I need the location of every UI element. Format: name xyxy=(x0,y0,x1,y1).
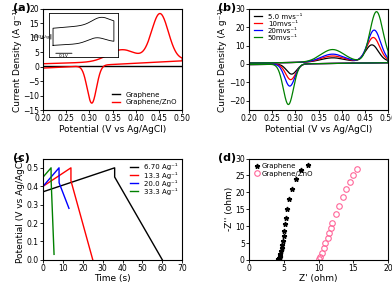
Graphene xyxy=(285,208,290,211)
Y-axis label: Potential (V vs Ag/AgCl): Potential (V vs Ag/AgCl) xyxy=(16,156,25,263)
Graphene xyxy=(279,246,284,250)
X-axis label: Potential (V vs Ag/AgCl): Potential (V vs Ag/AgCl) xyxy=(59,125,166,133)
X-axis label: Potential (V vs Ag/AgCl): Potential (V vs Ag/AgCl) xyxy=(265,125,372,133)
Graphene xyxy=(278,252,283,256)
Graphene xyxy=(276,256,281,260)
Graphene/ZnO xyxy=(341,196,345,199)
Text: (d): (d) xyxy=(218,152,236,163)
Graphene/ZnO xyxy=(354,167,359,171)
Legend: 6.70 Ag⁻¹, 13.3 Ag⁻¹, 20.0 Ag⁻¹, 33.3 Ag⁻¹: 6.70 Ag⁻¹, 13.3 Ag⁻¹, 20.0 Ag⁻¹, 33.3 Ag… xyxy=(129,162,179,196)
Graphene/ZnO xyxy=(319,251,324,255)
Graphene xyxy=(281,234,286,238)
Graphene xyxy=(283,223,287,226)
Graphene xyxy=(282,230,287,233)
Legend: 5.0 mvs⁻¹, 10mvs⁻¹, 20mvs⁻¹, 50mvs⁻¹: 5.0 mvs⁻¹, 10mvs⁻¹, 20mvs⁻¹, 50mvs⁻¹ xyxy=(252,12,303,42)
X-axis label: Time (s): Time (s) xyxy=(94,274,131,284)
Graphene xyxy=(306,164,310,167)
Text: (b): (b) xyxy=(218,3,236,13)
Graphene xyxy=(277,256,282,259)
Graphene/ZnO xyxy=(351,174,356,177)
Graphene xyxy=(287,197,292,201)
Legend: Graphene, Graphene/ZnO: Graphene, Graphene/ZnO xyxy=(111,91,179,107)
Graphene/ZnO xyxy=(322,246,327,250)
Graphene xyxy=(280,243,285,246)
Graphene/ZnO xyxy=(323,241,328,245)
Line: Graphene: Graphene xyxy=(276,163,310,262)
Graphene/ZnO xyxy=(327,231,331,235)
Graphene xyxy=(290,187,294,191)
Line: Graphene/ZnO: Graphene/ZnO xyxy=(316,166,359,262)
Graphene xyxy=(281,239,285,243)
Graphene/ZnO xyxy=(344,187,349,191)
X-axis label: Z' (ohm): Z' (ohm) xyxy=(299,274,338,284)
Text: (a): (a) xyxy=(13,3,30,13)
Graphene xyxy=(278,254,283,258)
Graphene/ZnO xyxy=(347,180,352,184)
Graphene/ZnO xyxy=(337,204,342,208)
Graphene/ZnO xyxy=(316,257,321,261)
Graphene xyxy=(299,169,303,172)
Graphene xyxy=(279,250,283,253)
Graphene/ZnO xyxy=(318,255,322,258)
Y-axis label: Current Density (A g⁻¹): Current Density (A g⁻¹) xyxy=(218,7,227,112)
Graphene/ZnO xyxy=(329,226,334,230)
Graphene/ZnO xyxy=(325,236,330,240)
Graphene xyxy=(294,177,299,181)
Graphene/ZnO xyxy=(330,221,335,225)
Graphene xyxy=(276,258,281,261)
Graphene xyxy=(283,216,288,220)
Legend: Graphene, Graphene/ZnO: Graphene, Graphene/ZnO xyxy=(252,162,314,178)
Y-axis label: Current Density (A g⁻¹): Current Density (A g⁻¹) xyxy=(13,7,22,112)
Graphene/ZnO xyxy=(334,213,338,216)
Y-axis label: -Z'' (ohm): -Z'' (ohm) xyxy=(225,187,234,231)
Text: (c): (c) xyxy=(13,152,29,163)
